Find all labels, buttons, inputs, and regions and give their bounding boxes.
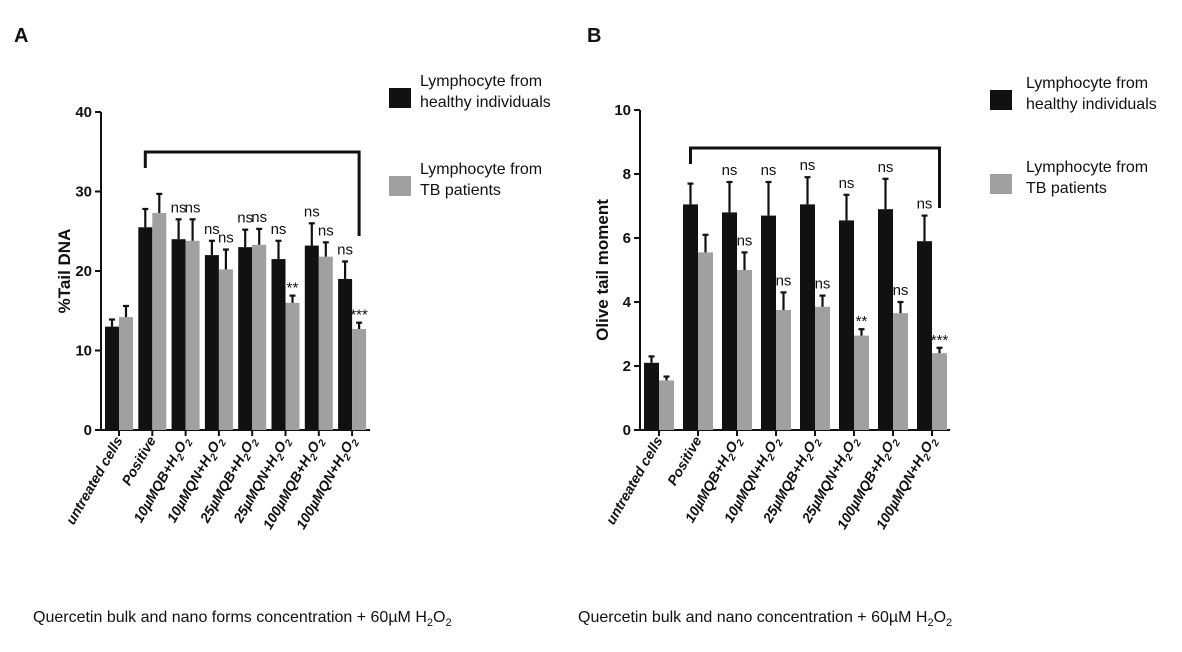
y-tick-label: 20 [75,263,92,280]
x-tick-label: untreated cells [62,433,125,527]
x-axis-title: Quercetin bulk and nano concentration + … [578,609,952,629]
significance-label: ns [800,157,816,174]
bar [171,239,186,430]
bar [737,270,752,430]
bar [932,353,947,430]
panel-letter: B [587,25,601,47]
bar [815,306,830,430]
bar [352,329,367,430]
significance-label: *** [931,332,949,349]
significance-label: ns [722,162,738,179]
y-tick-label: 0 [623,422,631,439]
significance-label: ns [737,232,753,249]
significance-label: ns [304,203,320,220]
comparison-bracket [689,146,941,208]
legend-swatch-tb [389,176,411,196]
x-tick-label: Positive [664,433,705,488]
legend-label-healthy: Lymphocyte from healthy individuals [1026,75,1157,113]
bar [893,313,908,430]
bar [761,215,776,430]
significance-label: ns [318,222,334,239]
y-tick-label: 30 [75,184,92,201]
y-tick-label: 6 [623,230,631,247]
bar [659,380,674,430]
significance-label: ns [251,209,267,226]
bar [119,317,133,430]
significance-label: ns [917,196,933,213]
panel-b: B 0 2 4 6 8 10 Olive tail moment untreated cells… [578,25,1157,629]
bar [105,326,119,430]
x-axis-title: Quercetin bulk and nano forms concentrat… [33,609,452,629]
y-tick-label: 4 [623,294,632,311]
significance-label: ** [287,280,299,297]
bar [839,220,854,430]
significance-label: ** [856,313,868,330]
significance-label: ns [337,241,353,258]
significance-label: ns [839,175,855,192]
bar [304,245,319,430]
bar [271,259,286,430]
bar [218,269,233,430]
bar [238,247,253,430]
bar [318,256,333,430]
bar [252,244,267,430]
legend-label-tb: Lymphocyte from TB patients [1026,159,1148,197]
significance-label: ns [815,276,831,293]
bar [800,204,815,430]
x-tick-label: untreated cells [602,433,665,527]
bar [854,335,869,430]
y-tick-label: 10 [75,343,92,360]
legend-swatch-healthy [990,90,1012,110]
significance-label: ns [761,162,777,179]
y-axis-label: Olive tail moment [593,199,612,341]
legend-swatch-tb [990,174,1012,194]
bar [338,278,353,430]
bar [878,209,893,430]
bar [917,241,932,430]
significance-label: ns [218,230,234,247]
bar [683,204,698,430]
y-tick-label: 40 [75,104,92,121]
comparison-bracket [143,150,361,236]
y-axis-label: %Tail DNA [55,229,74,314]
significance-label: ns [271,221,287,238]
bar [698,252,713,430]
bar [204,255,219,430]
significance-label: ns [171,199,187,216]
significance-label: *** [350,307,368,324]
legend-label-tb: Lymphocyte from TB patients [420,161,542,199]
y-tick-label: 10 [614,102,631,119]
bar [722,212,737,430]
bar [285,302,300,430]
significance-label: ns [878,159,894,176]
legend-swatch-healthy [389,88,411,108]
significance-label: ns [237,210,253,227]
bar [152,212,167,430]
panel-letter: A [14,25,28,47]
legend-label-healthy: Lymphocyte from healthy individuals [420,73,551,111]
y-tick-label: 0 [84,422,92,439]
significance-label: ns [204,221,220,238]
bar [776,310,791,430]
y-tick-label: 8 [623,166,631,183]
bar [644,362,659,430]
bar [138,227,153,430]
significance-label: ns [776,272,792,289]
significance-label: ns [893,282,909,299]
y-tick-label: 2 [623,358,631,375]
significance-label: ns [185,199,201,216]
bar [185,240,200,430]
